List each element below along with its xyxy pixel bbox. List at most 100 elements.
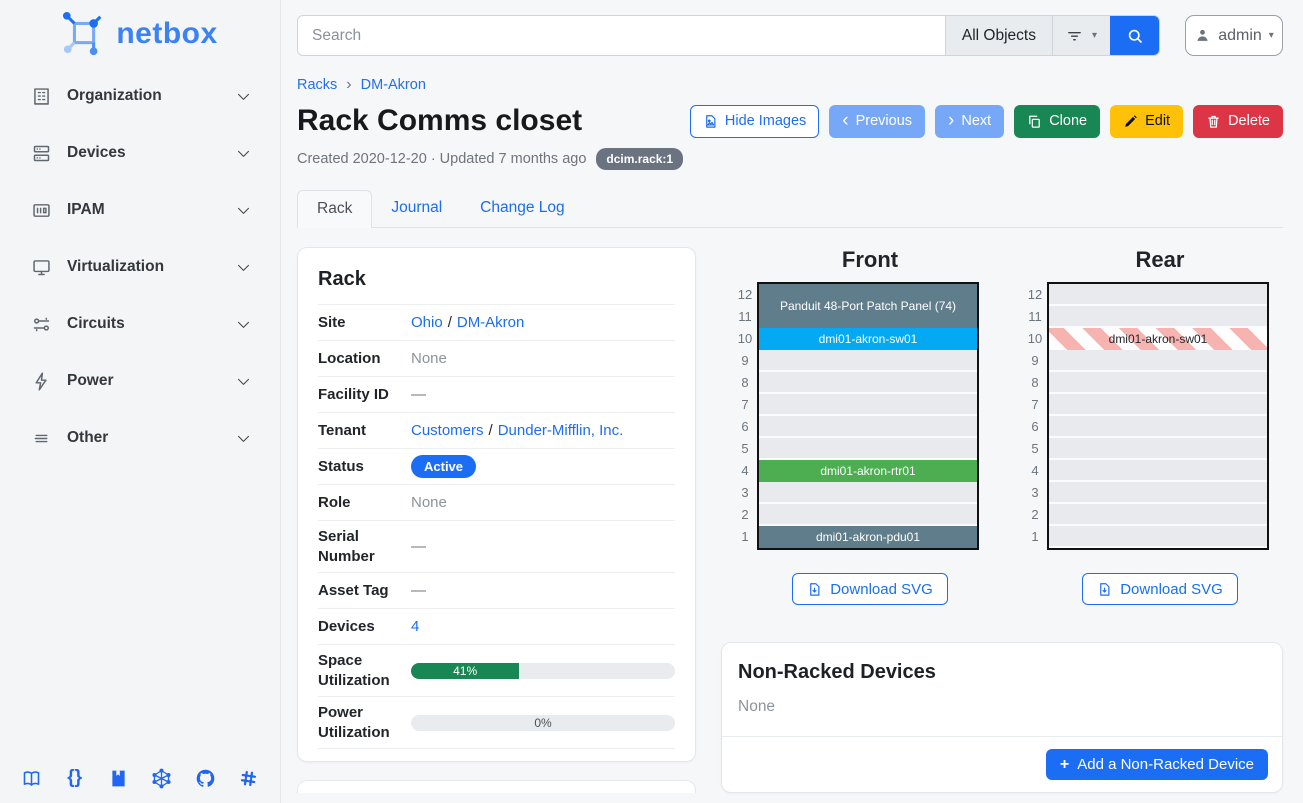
rack-slot[interactable] [759, 350, 977, 372]
rack-slot[interactable] [1049, 482, 1267, 504]
rack-slot[interactable] [759, 504, 977, 526]
rack-grid: dmi01-akron-sw01 [1047, 282, 1269, 550]
chevron-down-icon [235, 373, 252, 390]
value-link[interactable]: 4 [411, 618, 420, 635]
value-link[interactable]: Dunder-Mifflin, Inc. [497, 422, 624, 439]
rack-device[interactable]: dmi01-akron-rtr01 [759, 460, 977, 482]
delete-button[interactable]: Delete [1193, 104, 1283, 138]
tab-change-log[interactable]: Change Log [480, 199, 565, 216]
button-label: Clone [1049, 113, 1088, 129]
rack-slot[interactable] [759, 482, 977, 504]
sidebar-item-virtualization[interactable]: Virtualization [0, 247, 280, 287]
rack-slot[interactable] [1049, 372, 1267, 394]
chevron-down-icon [235, 202, 252, 219]
next-panel-stub [297, 780, 696, 793]
search-scope-label: All Objects [961, 26, 1036, 44]
sidebar-item-label: Other [67, 429, 109, 446]
sidebar-item-label: Power [67, 372, 114, 389]
search-input[interactable] [298, 16, 945, 55]
header-actions: Hide Images ‹ Previous › Next Clone Edit… [689, 104, 1283, 138]
rack-slot[interactable] [1049, 350, 1267, 372]
rack-device[interactable]: dmi01-akron-pdu01 [759, 526, 977, 548]
sidebar-item-devices[interactable]: Devices [0, 133, 280, 173]
sidebar-item-organization[interactable]: Organization [0, 76, 280, 116]
button-label: Previous [855, 113, 913, 129]
image-file-icon [703, 114, 718, 129]
rack-slot[interactable] [759, 394, 977, 416]
tab-journal[interactable]: Journal [391, 199, 443, 216]
breadcrumb-link-site[interactable]: DM-Akron [360, 77, 426, 93]
rack-slot[interactable] [1049, 438, 1267, 460]
rack-slot[interactable] [1049, 416, 1267, 438]
download-svg-label: Download SVG [1120, 580, 1223, 598]
rack-slot[interactable] [759, 438, 977, 460]
rack-unit-label: 1 [1031, 529, 1039, 544]
rack-device[interactable]: dmi01-akron-sw01 [759, 328, 977, 350]
code-braces-icon[interactable]: {} [67, 767, 82, 788]
panel-title: Non-Racked Devices [738, 661, 936, 683]
rack-slot[interactable] [1049, 526, 1267, 548]
space-utilization-bar: 41% [411, 662, 675, 679]
github-icon[interactable] [194, 767, 216, 789]
value-link[interactable]: Customers [411, 422, 484, 439]
sidebar-item-label: Virtualization [67, 258, 165, 275]
rack-device[interactable]: dmi01-akron-sw01 [1049, 328, 1267, 350]
download-svg-button-front[interactable]: Download SVG [792, 573, 948, 605]
rack-unit-label: 10 [1027, 331, 1043, 346]
sidebar-item-ipam[interactable]: IPAM [0, 190, 280, 230]
chevron-down-icon [235, 145, 252, 162]
search-icon [1126, 27, 1144, 45]
sidebar-item-other[interactable]: Other [0, 418, 280, 458]
rack-slot[interactable] [1049, 460, 1267, 482]
rack-unit-label: 1 [741, 529, 749, 544]
clone-button[interactable]: Clone [1014, 104, 1101, 138]
search-scope-dropdown[interactable]: All Objects [944, 16, 1052, 55]
rack-slot[interactable] [1049, 284, 1267, 306]
hide-images-button[interactable]: Hide Images [689, 104, 820, 138]
value-empty: — [411, 386, 426, 403]
rack-device[interactable]: Panduit 48-Port Patch Panel (74) [759, 284, 977, 328]
tab-rack[interactable]: Rack [297, 190, 373, 228]
power-icon [30, 370, 52, 392]
user-menu-button[interactable]: admin ▾ [1185, 15, 1283, 56]
edit-button[interactable]: Edit [1110, 104, 1184, 138]
info-row-serial-number: Serial Number — [318, 520, 675, 572]
rack-info-table: Site Ohio / DM-Akron Location None Facilit… [318, 304, 675, 749]
bookmark-icon[interactable] [107, 767, 129, 789]
power-utilization-bar: 0% [411, 714, 675, 731]
slack-icon[interactable] [238, 767, 260, 789]
docs-icon[interactable] [20, 767, 42, 789]
sidebar-item-label: Devices [67, 144, 126, 161]
chevron-down-icon [235, 430, 252, 447]
previous-button[interactable]: ‹ Previous [829, 104, 926, 138]
info-row-status: Status Active [318, 448, 675, 484]
breadcrumb-link-racks[interactable]: Racks [297, 77, 338, 93]
info-label: Space Utilization [318, 652, 390, 689]
info-label: Facility ID [318, 385, 389, 403]
netbox-logo[interactable]: netbox [0, 10, 280, 58]
filter-icon [1066, 27, 1083, 44]
trash-icon [1206, 114, 1221, 129]
rack-slot[interactable] [759, 372, 977, 394]
download-svg-button-rear[interactable]: Download SVG [1082, 573, 1238, 605]
info-row-role: Role None [318, 484, 675, 520]
value-link[interactable]: DM-Akron [456, 314, 525, 331]
rack-slot[interactable] [1049, 394, 1267, 416]
sidebar-footer: {} [0, 767, 280, 789]
rack-slot[interactable] [759, 416, 977, 438]
chevron-right-glyph: › [948, 109, 955, 131]
rack-slot[interactable] [1049, 504, 1267, 526]
next-button[interactable]: › Next [935, 104, 1005, 138]
value-link[interactable]: Ohio [411, 314, 443, 331]
sidebar-item-power[interactable]: Power [0, 361, 280, 401]
content-area: Rack Site Ohio / DM-Akron Location None Fa… [297, 247, 1283, 793]
value-text: None [411, 350, 447, 367]
info-row-devices: Devices 4 [318, 608, 675, 644]
rack-unit-label: 7 [1031, 397, 1039, 412]
search-filter-dropdown[interactable]: ▾ [1051, 16, 1110, 55]
add-non-racked-device-button[interactable]: + Add a Non-Racked Device [1045, 749, 1268, 780]
graphql-icon[interactable] [151, 767, 173, 789]
rack-slot[interactable] [1049, 306, 1267, 328]
search-button[interactable] [1110, 16, 1159, 55]
sidebar-item-circuits[interactable]: Circuits [0, 304, 280, 344]
